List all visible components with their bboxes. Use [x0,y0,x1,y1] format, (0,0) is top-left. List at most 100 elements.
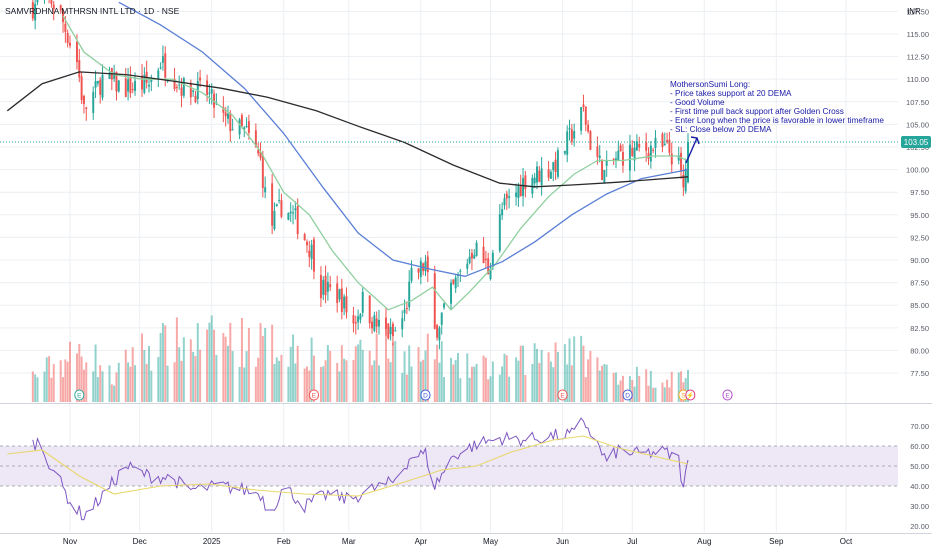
candle-body [303,234,306,241]
moving-average-line [62,15,689,311]
event-marker-label: E [312,393,317,400]
candle [66,29,69,48]
candle-body [670,153,673,165]
volume-bar [310,337,313,402]
event-marker-badge[interactable] [722,389,733,401]
candle [329,275,332,291]
candle [161,45,164,71]
event-marker[interactable]: E [74,389,85,401]
event-marker-badge[interactable] [308,389,319,401]
candle [652,147,655,154]
volume-bar [254,366,257,402]
candle-body [224,112,227,117]
candle [324,265,327,304]
candle [682,164,685,196]
candle-body [141,75,144,90]
candle-body [69,42,71,46]
candle [547,161,550,181]
candle [96,80,99,87]
volume-bar [684,378,687,402]
volume-bar [326,345,329,402]
candle-body [450,282,453,304]
candle [508,188,511,209]
event-marker-badge[interactable] [622,389,633,401]
event-marker-badge[interactable] [557,389,568,401]
candle-body [424,261,427,272]
rsi-tick-label: 30.00 [910,502,929,511]
candle-body [326,281,329,292]
candle-body [584,106,587,125]
rsi-axis[interactable]: 20.00 30.00 40.00 50.00 60.00 70.00 [910,422,929,531]
volume-bar [324,360,327,402]
volume-bar [440,341,443,402]
candle-body [389,326,392,335]
volume-bar [387,358,390,402]
time-tick-label: 2025 [203,537,221,546]
annotation-line-3: - Good Volume [670,98,725,107]
volume-bar [159,332,162,402]
annotation-line-5: - Enter Long when the price is favorable… [670,116,884,125]
event-markers[interactable]: E E D E D S ⚡ E [74,389,733,401]
candle-body [357,316,360,323]
time-tick-label: Nov [63,537,77,546]
event-marker[interactable]: E [308,389,319,401]
event-marker[interactable]: D [622,389,633,401]
volume-bar [457,353,459,402]
candle [208,84,211,104]
event-marker[interactable]: E [722,389,733,401]
candle-body [113,72,116,79]
volume-bar [612,372,615,402]
candle-body [78,60,81,78]
rsi-ma-line [7,435,689,497]
candle-body [568,128,571,130]
rsi-tick-label: 50.00 [910,462,929,471]
volume-bar [345,360,348,402]
volume-bar [450,357,453,402]
event-marker[interactable]: E [557,389,568,401]
candle [231,118,234,131]
candle [501,202,504,221]
event-marker-badge[interactable] [685,389,696,401]
volume-bar [549,361,552,402]
volume-bar [117,362,120,402]
candle-body [245,126,248,128]
candle-body [148,84,150,87]
price-tick-label: 95.00 [910,211,929,220]
annotation-line-2: - Price takes support at 20 DEMA [670,89,792,98]
price-axis[interactable]: 77.50 80.00 82.50 85.00 87.50 90.00 92.50 95.00… [906,7,929,378]
volume-bar [687,369,689,402]
volume-bar [487,379,490,402]
candle [287,212,290,221]
candle [85,106,88,121]
event-marker-badge[interactable] [420,389,431,401]
trade-annotation[interactable]: MothersonSumi Long: - Price takes suppor… [670,80,884,164]
volume-bar [240,317,243,402]
volume-bar [568,338,571,402]
volume-bar [257,357,260,402]
price-tick-label: 80.00 [910,346,929,355]
candle-body [352,315,355,324]
event-marker-badge[interactable] [74,389,85,401]
volume-bar [508,376,511,402]
candle-body [580,107,583,131]
volume-bar [533,343,536,402]
event-marker[interactable]: D [420,389,431,401]
candle-body [668,139,671,153]
trend-arrow-icon[interactable] [685,136,700,164]
time-axis[interactable]: Nov Dec 2025 Feb Mar Apr May Jun Jul Aug Sep Oct [63,537,853,546]
candle-body [482,246,485,264]
candle-body [247,121,250,133]
volume-bar [85,362,88,402]
candle [50,0,53,8]
candle [254,123,257,148]
volume-bar [391,342,394,402]
candle [482,236,485,264]
price-tick-label: 117.50 [907,7,929,16]
candle [498,204,501,253]
candle-body [161,56,164,63]
candle [568,119,571,141]
event-marker[interactable]: ⚡ [685,389,696,401]
volume-bar [352,360,355,402]
candle [417,267,420,280]
